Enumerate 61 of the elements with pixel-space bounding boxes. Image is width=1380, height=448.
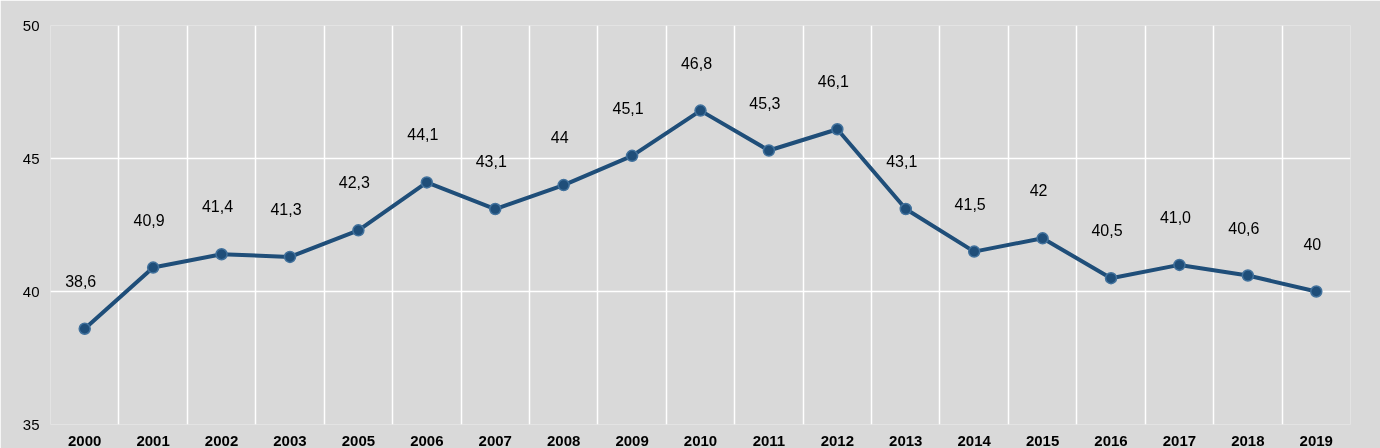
x-tick-label: 2012 [820, 431, 855, 448]
x-tick-label: 2007 [478, 431, 512, 448]
point [625, 149, 639, 163]
data-label: 41,5 [954, 195, 986, 213]
y-tick-label: 50 [22, 16, 40, 34]
x-tick-label: 2014 [957, 431, 992, 448]
point [1104, 271, 1118, 285]
data-label: 40 [1303, 235, 1322, 253]
x-tick-label: 2008 [546, 431, 581, 448]
point [762, 144, 776, 157]
x-tick-label: 2009 [615, 431, 649, 448]
point [215, 248, 228, 261]
y-tick-label: 40 [22, 282, 40, 300]
x-tick-label: 2001 [136, 431, 170, 448]
point [1310, 285, 1323, 298]
data-label: 41,3 [270, 200, 302, 218]
point [283, 250, 297, 264]
x-tick-label: 2013 [889, 431, 923, 448]
point [1036, 232, 1049, 245]
y-tick-label: 45 [22, 149, 40, 167]
x-tick-label: 2000 [68, 431, 102, 448]
data-label: 41,4 [201, 198, 234, 216]
x-tick-label: 2018 [1231, 431, 1265, 448]
x-tick-label: 2019 [1299, 431, 1333, 448]
data-label: 42 [1029, 182, 1048, 200]
x-tick-label: 2005 [341, 431, 376, 448]
data-label: 42,3 [338, 174, 371, 192]
x-tick-label: 2017 [1162, 431, 1197, 448]
point [967, 245, 981, 258]
x-tick-label: 2006 [410, 431, 444, 448]
x-tick-label: 2015 [1025, 431, 1060, 448]
data-label: 45,1 [612, 99, 644, 117]
point [557, 178, 570, 192]
point [899, 202, 913, 216]
data-label: 43,1 [886, 153, 918, 171]
point [694, 104, 707, 117]
point [146, 261, 160, 274]
point [831, 123, 844, 136]
data-label: 46,8 [680, 54, 713, 72]
x-tick-label: 2016 [1094, 431, 1128, 448]
data-label: 46,1 [817, 73, 850, 91]
point [352, 224, 365, 237]
data-label: 43,1 [475, 153, 507, 171]
y-tick-label: 35 [22, 415, 40, 433]
data-label: 41,0 [1159, 208, 1192, 226]
point [1173, 258, 1186, 272]
x-tick-label: 2011 [752, 431, 786, 448]
data-label: 38,6 [65, 272, 97, 290]
data-label: 44 [550, 129, 569, 147]
data-label: 40,9 [133, 211, 165, 229]
x-tick-label: 2002 [204, 431, 239, 448]
point [488, 202, 502, 216]
point [78, 322, 91, 335]
point [1241, 269, 1255, 282]
data-label: 40,5 [1091, 222, 1123, 240]
point [420, 176, 434, 189]
data-label: 45,3 [749, 94, 781, 112]
data-label: 40,6 [1228, 219, 1260, 237]
x-tick-label: 2010 [683, 431, 718, 448]
x-tick-label: 2003 [273, 431, 307, 448]
data-label: 44,1 [407, 126, 439, 144]
